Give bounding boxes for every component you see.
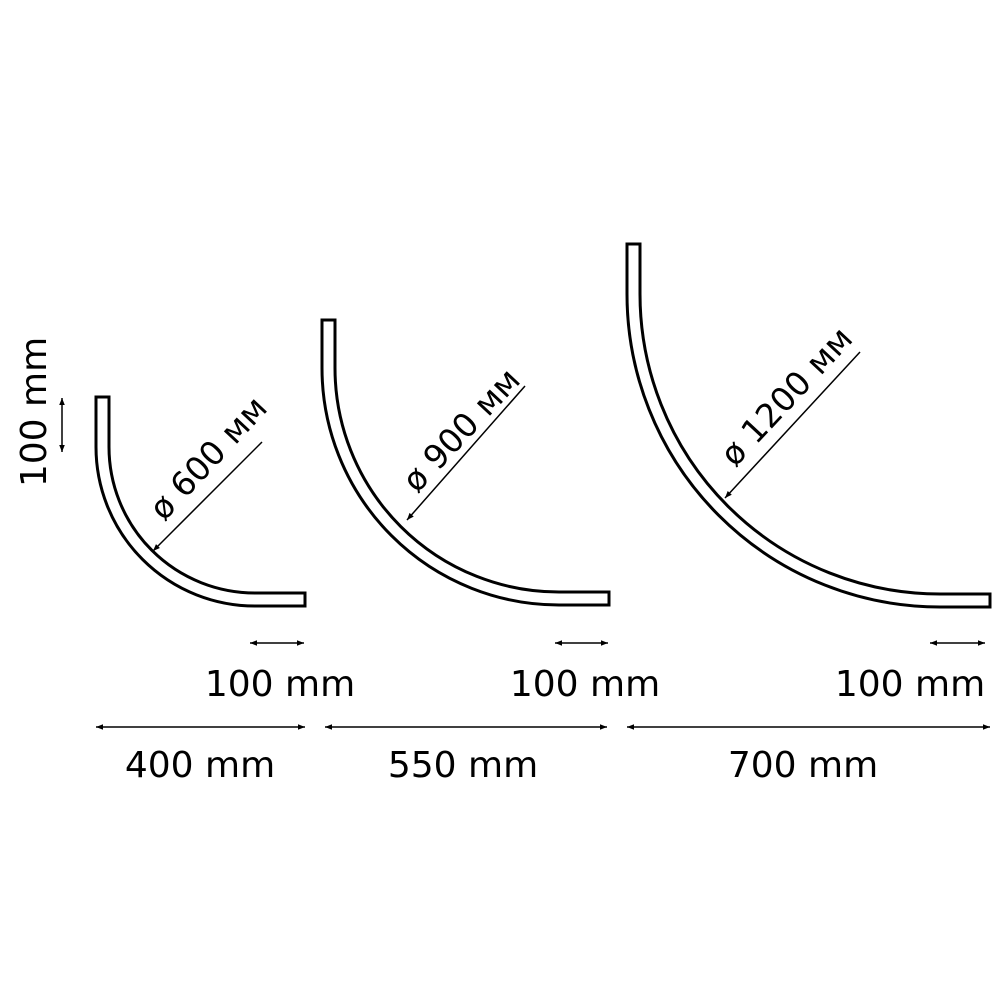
piece-600: ø 600 мм 100 mm 400 mm xyxy=(94,388,355,786)
diameter-leader-arrow xyxy=(406,385,526,521)
piece-900: ø 900 мм 100 mm 550 mm xyxy=(320,318,660,786)
curved-profile-shape xyxy=(94,395,307,608)
width-dimension-label: 400 mm xyxy=(125,745,275,786)
diameter-leader-arrow xyxy=(152,441,263,552)
diameter-label: ø 1200 мм xyxy=(712,319,860,474)
diameter-label: ø 600 мм xyxy=(141,388,275,527)
width-dimension-label: 700 mm xyxy=(728,745,878,786)
straight-dimension-label: 100 mm xyxy=(835,664,985,705)
diameter-label: ø 900 мм xyxy=(394,360,528,499)
straight-dimension-label: 100 mm xyxy=(205,664,355,705)
curved-profile-shape xyxy=(320,318,611,607)
diameter-leader-arrow xyxy=(724,351,861,499)
width-dimension-label: 550 mm xyxy=(388,745,538,786)
vertical-dimension-label: 100 mm xyxy=(14,337,55,487)
piece-1200: ø 1200 мм 100 mm 700 mm xyxy=(625,242,992,786)
straight-dimension-label: 100 mm xyxy=(510,664,660,705)
curved-profile-shape xyxy=(625,242,992,609)
